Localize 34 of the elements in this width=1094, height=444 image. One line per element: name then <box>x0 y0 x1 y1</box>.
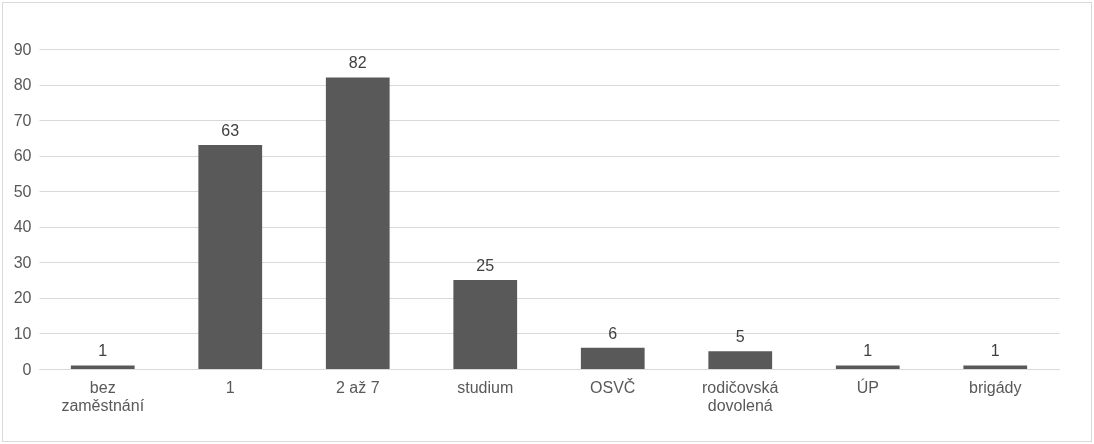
y-tick-label: 30 <box>13 253 32 271</box>
x-tick-label: ÚP <box>856 377 879 396</box>
y-tick-label: 70 <box>13 111 32 129</box>
data-label: 25 <box>476 257 495 275</box>
y-tick-label: 0 <box>22 360 32 378</box>
bar <box>453 280 518 369</box>
x-tick-label: 2 až 7 <box>335 378 380 396</box>
x-tick-label: rodičovská dovolená <box>702 378 779 414</box>
bar <box>963 365 1028 369</box>
y-tick-label: 90 <box>13 40 32 58</box>
data-label: 5 <box>735 328 745 346</box>
bar <box>198 145 263 369</box>
bar <box>325 77 390 369</box>
y-tick-label: 50 <box>13 182 32 200</box>
y-tick-label: 60 <box>13 147 32 165</box>
y-tick-label: 20 <box>13 289 32 307</box>
data-label: 1 <box>990 342 1000 360</box>
bar <box>708 351 773 369</box>
x-tick-label: OSVČ <box>590 377 636 396</box>
y-tick-label: 10 <box>13 324 32 342</box>
data-label: 1 <box>98 342 108 360</box>
data-label: 1 <box>863 342 873 360</box>
y-tick-label: 40 <box>13 218 32 236</box>
bar <box>580 347 645 369</box>
x-tick-label: brigády <box>969 378 1022 396</box>
bar <box>835 365 900 369</box>
data-label: 6 <box>608 324 618 342</box>
y-tick-label: 80 <box>13 76 32 94</box>
data-label: 82 <box>348 54 367 72</box>
x-tick-label: 1 <box>225 378 235 396</box>
x-tick-label: studium <box>457 378 514 396</box>
x-tick-label: bez zaměstnání <box>61 378 145 414</box>
bar <box>70 365 135 369</box>
data-label: 63 <box>221 122 240 139</box>
